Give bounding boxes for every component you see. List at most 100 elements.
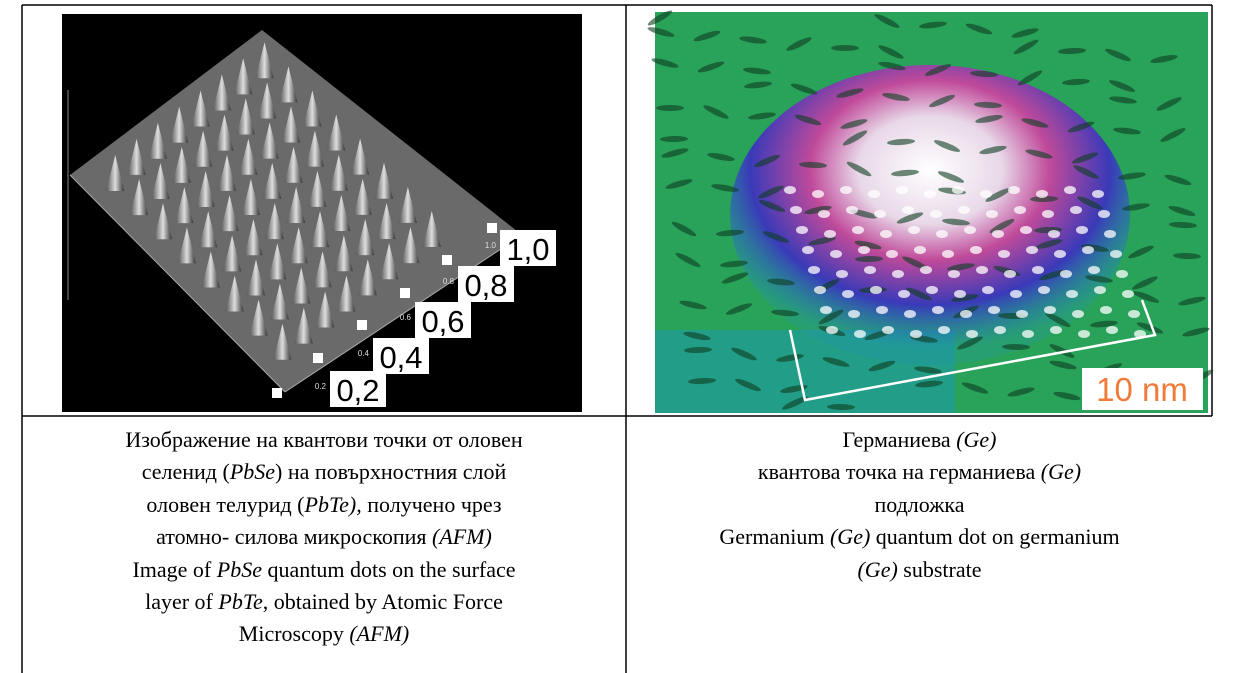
cone — [130, 179, 149, 216]
dot-pattern — [914, 246, 926, 254]
texture — [720, 260, 748, 268]
dot-pattern — [1070, 206, 1082, 214]
cone — [268, 243, 287, 280]
texture — [656, 105, 684, 111]
caption-text: PbSe — [229, 459, 276, 485]
texture — [1109, 96, 1137, 104]
texture — [989, 218, 1015, 234]
caption-text: Image of — [132, 556, 217, 582]
texture — [906, 287, 932, 301]
dot-pattern — [898, 290, 910, 298]
dot-pattern — [892, 270, 904, 278]
texture — [878, 45, 904, 59]
texture — [1173, 252, 1201, 260]
dot-pattern — [784, 186, 796, 194]
caption-right: Германиева (Ge) квантова точка на германи… — [628, 424, 1211, 586]
dot-pattern — [886, 250, 898, 258]
afm-image — [62, 14, 582, 412]
texture — [647, 27, 675, 37]
dot-pattern — [870, 286, 882, 294]
dot-pattern — [1054, 250, 1066, 258]
dot-pattern — [1020, 226, 1032, 234]
caption-line: селенид (PbSe) на повърхностния слой — [24, 456, 624, 488]
caption-line: Изображение на квантови точки от оловен — [24, 424, 624, 456]
texture — [683, 331, 711, 341]
texture — [827, 403, 855, 411]
caption-text: Изображение на квантови точки от оловен — [125, 427, 523, 452]
texture — [1058, 47, 1086, 55]
dot-pattern — [1016, 310, 1028, 318]
texture — [1150, 55, 1178, 63]
texture — [794, 114, 822, 126]
texture — [974, 101, 1002, 109]
texture — [762, 231, 790, 243]
texture — [822, 357, 850, 367]
dot-pattern — [982, 286, 994, 294]
small-scale-label: 0.8 — [443, 277, 455, 286]
texture — [979, 145, 1007, 155]
cone — [311, 211, 329, 248]
texture — [1113, 127, 1141, 135]
caption-line: Microscopy (AFM) — [24, 618, 624, 650]
texture — [891, 169, 919, 177]
small-scale-label: 0.2 — [315, 382, 327, 391]
cone — [191, 90, 210, 127]
cone — [282, 106, 300, 143]
dot-pattern — [1110, 250, 1122, 258]
dot-pattern — [1050, 326, 1062, 334]
cone — [218, 154, 236, 191]
dot-pattern — [830, 250, 842, 258]
texture — [961, 382, 989, 394]
texture — [842, 130, 868, 146]
scale-label: 0,8 — [464, 268, 507, 303]
cone — [258, 82, 277, 119]
caption-text: Германиева — [842, 427, 957, 452]
scale-label: 0,2 — [336, 373, 379, 408]
dot-pattern — [1010, 290, 1022, 298]
cone — [294, 307, 313, 344]
texture — [957, 336, 983, 350]
dot-pattern — [936, 230, 948, 238]
texture — [758, 200, 786, 212]
dot-pattern — [1082, 246, 1094, 254]
scale-marker — [272, 388, 282, 398]
texture — [1021, 118, 1049, 128]
dot-pattern — [1092, 190, 1104, 198]
dot-pattern — [948, 270, 960, 278]
texture — [1118, 172, 1146, 180]
texture — [878, 61, 906, 71]
dot-pattern — [908, 226, 920, 234]
texture — [854, 240, 882, 250]
caption-text: (AFM) — [432, 524, 492, 550]
texture — [1025, 149, 1053, 159]
texture — [1128, 245, 1154, 259]
dot-pattern — [910, 330, 922, 338]
cone — [148, 122, 167, 159]
texture — [1169, 221, 1197, 229]
dot-pattern — [902, 206, 914, 214]
scale-marker — [487, 223, 497, 233]
cone — [377, 203, 396, 239]
cone — [351, 138, 370, 175]
texture — [675, 252, 701, 268]
cone — [313, 251, 332, 288]
texture — [697, 61, 725, 73]
dot-pattern — [980, 190, 992, 198]
dot-pattern — [1042, 210, 1054, 218]
dot-pattern — [846, 206, 858, 214]
cone — [292, 267, 311, 304]
small-scale-label: 0.6 — [400, 313, 412, 322]
caption-text: ) на повърхностния слой — [275, 459, 507, 485]
dot-pattern — [964, 226, 976, 234]
dot-pattern — [1088, 266, 1100, 274]
cone — [303, 90, 322, 127]
caption-line: (Ge) substrate — [628, 554, 1211, 586]
texture — [780, 385, 808, 393]
texture — [970, 70, 998, 78]
texture — [846, 161, 872, 177]
texture — [731, 347, 757, 361]
caption-text: Germanium — [719, 524, 830, 550]
scale-marker — [400, 288, 410, 298]
cone — [177, 227, 196, 264]
